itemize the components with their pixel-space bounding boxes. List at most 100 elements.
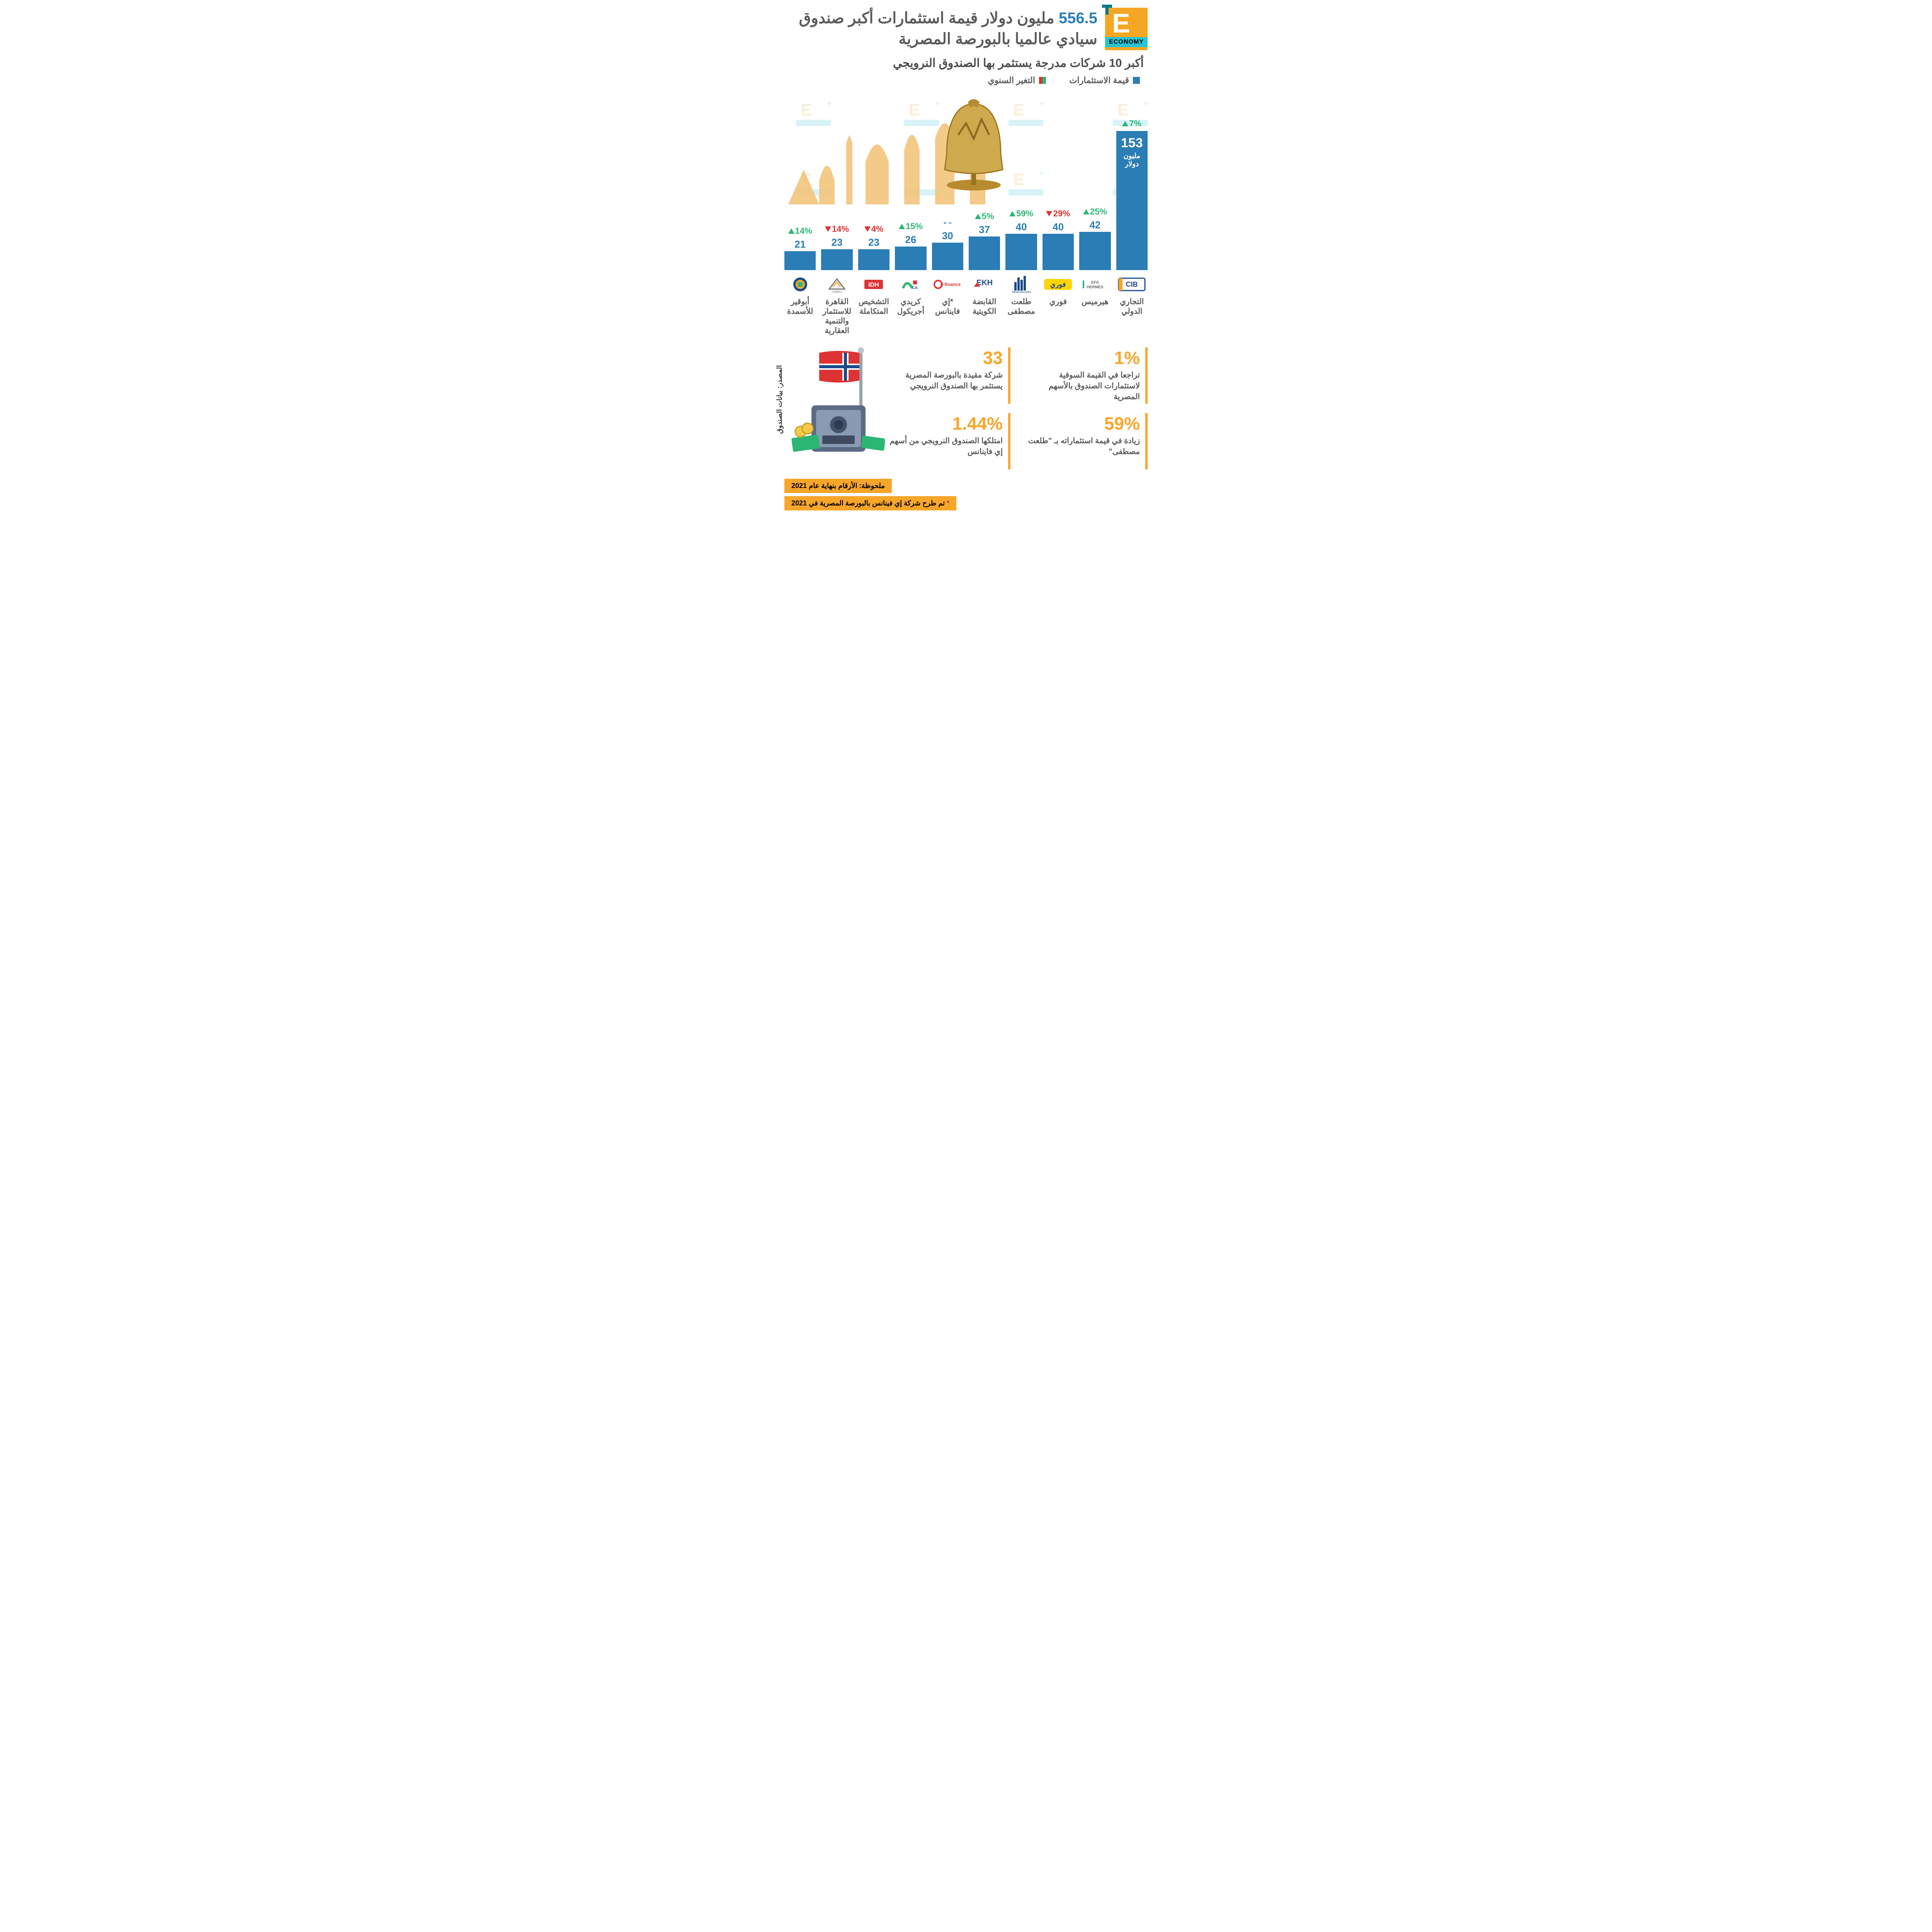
legend-swatch-blue	[1133, 77, 1140, 84]
bar-6-change: 15%	[899, 221, 923, 231]
company-name-1: هيرميس	[1079, 297, 1111, 336]
bars-container: 7%153مليون دولار25%4229%4059%405%37- -30…	[784, 119, 1148, 270]
economy-plus-logo: E ECONOMY	[1105, 8, 1148, 50]
company-name-8: القاهرة للاستثمار والتنمية العقارية	[821, 297, 852, 336]
bar-7-rect	[858, 249, 889, 270]
norway-flag-icon	[819, 351, 859, 383]
company-logo-9	[784, 274, 816, 295]
company-logo-8: CAIRO	[821, 274, 852, 295]
header: E ECONOMY 556.5 مليون دولار قيمة استثمار…	[773, 0, 1159, 54]
bar-3: 59%40	[1005, 209, 1037, 270]
headline: 556.5 مليون دولار قيمة استثمارات أكبر صن…	[784, 8, 1097, 49]
legend-change-label: التغير السنوي	[988, 75, 1035, 85]
company-logo-6: CA	[895, 274, 926, 295]
stat-2-desc: شركة مقيدة بالبورصة المصرية يستثمر بها ا…	[886, 370, 1003, 391]
headline-accent-number: 556.5	[1059, 10, 1097, 27]
svg-text:CIB: CIB	[1126, 281, 1138, 288]
bar-3-value: 40	[1016, 221, 1027, 233]
headline-rest: مليون دولار قيمة استثمارات أكبر صندوق سي…	[799, 10, 1097, 48]
svg-text:EFG: EFG	[1091, 281, 1099, 285]
company-logo-7: IDH	[858, 274, 889, 295]
bar-5-rect	[932, 243, 963, 270]
stat-1: 1% تراجعا في القيمة السوقية لاستثمارات ا…	[1022, 347, 1148, 404]
bar-2: 29%40	[1043, 209, 1074, 270]
company-names-row: التجاري الدوليهيرميسفوريطلعت مصطفىالقابض…	[773, 295, 1159, 336]
bar-9-rect	[784, 251, 816, 270]
bar-2-change: 29%	[1046, 209, 1070, 219]
company-logo-3: Talaat Moustafa	[1005, 274, 1037, 295]
bar-5: - - 30	[932, 218, 963, 270]
subtitle: أكبر 10 شركات مدرجة يستثمر بها الصندوق ا…	[773, 54, 1159, 72]
bar-0-change: 7%	[1122, 119, 1141, 129]
bar-2-value: 40	[1053, 221, 1064, 233]
bar-0-value: 153	[1116, 136, 1148, 151]
svg-text:CA: CA	[912, 286, 917, 290]
logo-letter: E	[1112, 10, 1130, 37]
stats-section: 1% تراجعا في القيمة السوقية لاستثمارات ا…	[773, 336, 1159, 472]
bar-9-value: 21	[794, 238, 806, 250]
bar-chart: 7%153مليون دولار25%4229%4059%405%37- -30…	[773, 88, 1159, 270]
bar-4: 5%37	[969, 211, 1000, 270]
bar-0: 7% 153مليون دولار	[1116, 119, 1148, 270]
stat-1-num: 1%	[1024, 349, 1140, 367]
bar-4-rect	[969, 236, 1000, 270]
svg-text:CAIRO: CAIRO	[832, 290, 842, 294]
company-logos-row: CIB EFGHERMES فوري Talaat Moustafa EKH e-fina…	[773, 270, 1159, 295]
bar-1-change: 25%	[1083, 207, 1107, 217]
stat-2: 33 شركة مقيدة بالبورصة المصرية يستثمر به…	[885, 347, 1010, 404]
stat-4-desc: امتلكها الصندوق النرويجي من أسهم إي فاين…	[886, 435, 1003, 457]
svg-text:HERMES: HERMES	[1087, 285, 1103, 289]
bar-7-value: 23	[868, 236, 879, 248]
bar-7-change: 4%	[864, 224, 884, 234]
bar-1-value: 42	[1089, 219, 1100, 231]
company-logo-0: CIB	[1116, 274, 1148, 295]
stat-4: 1.44% امتلكها الصندوق النرويجي من أسهم إ…	[885, 413, 1010, 469]
source-label: المصدر: بيانات الصندوق	[775, 365, 784, 434]
company-name-4: القابضة الكويتية	[969, 297, 1000, 336]
note-1: ملحوظة: الأرقام بنهاية عام 2021	[784, 479, 892, 493]
company-name-3: طلعت مصطفى	[1005, 297, 1037, 336]
bar-6-value: 26	[905, 234, 916, 246]
stat-1-desc: تراجعا في القيمة السوقية لاستثمارات الصن…	[1024, 370, 1140, 402]
company-name-6: كريدي أجريكول	[895, 297, 926, 336]
stat-3-num: 59%	[1024, 415, 1140, 432]
bar-9-change: 14%	[788, 226, 812, 236]
company-name-5: *إي فاينانس	[932, 297, 963, 336]
svg-text:فوري: فوري	[1050, 281, 1066, 289]
note-2: تم طرح شركة إي فينانس بالبورصة المصرية ف…	[784, 496, 956, 510]
bar-8-change: 14%	[825, 224, 849, 234]
bar-5-change: - -	[944, 218, 952, 228]
company-name-9: أبوقير للأسمدة	[784, 297, 816, 336]
bar-8-rect	[821, 249, 852, 270]
company-logo-2: فوري	[1043, 274, 1074, 295]
stat-4-num: 1.44%	[886, 415, 1003, 432]
company-name-7: التشخيص المتكاملة	[858, 297, 889, 336]
svg-text:e-finance: e-finance	[940, 282, 961, 287]
bar-7: 4%23	[858, 224, 889, 270]
stat-2-num: 33	[886, 349, 1003, 367]
company-logo-5: e-finance	[932, 274, 963, 295]
bar-6: 15%26	[895, 221, 926, 270]
bar-0-rect: 153مليون دولار	[1116, 131, 1148, 270]
bar-4-value: 37	[979, 224, 990, 236]
company-logo-1: EFGHERMES	[1079, 274, 1111, 295]
safe-icon	[811, 405, 866, 452]
bar-0-unit: مليون دولار	[1116, 152, 1148, 168]
notes: ملحوظة: الأرقام بنهاية عام 2021 تم طرح ش…	[773, 472, 1159, 519]
svg-text:IDH: IDH	[869, 282, 879, 288]
svg-text:Talaat Moustafa: Talaat Moustafa	[1012, 291, 1031, 294]
stat-3-desc: زيادة في قيمة استثماراته بـ "طلعت مصطفى"	[1024, 435, 1140, 457]
bar-4-change: 5%	[975, 211, 994, 221]
bar-3-rect	[1005, 234, 1037, 270]
bar-1: 25%42	[1079, 207, 1111, 270]
bar-2-rect	[1043, 234, 1074, 270]
bar-8: 14%23	[821, 224, 852, 270]
logo-band: ECONOMY	[1105, 37, 1148, 47]
stats-grid: 1% تراجعا في القيمة السوقية لاستثمارات ا…	[885, 347, 1148, 469]
company-logo-4: EKH	[969, 274, 1000, 295]
bar-9: 14%21	[784, 226, 816, 270]
bar-5-value: 30	[942, 230, 953, 242]
stat-3: 59% زيادة في قيمة استثماراته بـ "طلعت مص…	[1022, 413, 1148, 469]
company-name-2: فوري	[1043, 297, 1074, 336]
flag-safe-illustration	[784, 347, 885, 456]
